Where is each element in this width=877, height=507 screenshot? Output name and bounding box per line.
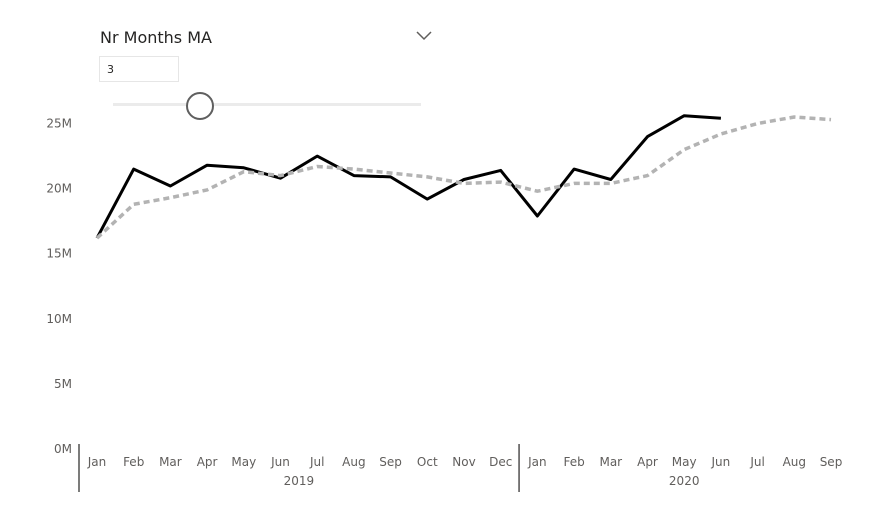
x-tick-label: Nov <box>452 455 475 469</box>
year-label: 2019 <box>284 474 315 488</box>
nr-months-ma-slicer: Nr Months MA 3 <box>99 22 439 122</box>
x-tick-label: Aug <box>783 455 806 469</box>
slicer-title: Nr Months MA <box>100 28 212 47</box>
x-tick-label: Apr <box>637 455 658 469</box>
x-tick-label: Jul <box>749 455 764 469</box>
x-tick-label: Oct <box>417 455 438 469</box>
y-tick-label: 5M <box>54 377 72 391</box>
x-tick-label: Aug <box>342 455 365 469</box>
chevron-down-icon[interactable] <box>415 28 433 42</box>
y-tick-label: 15M <box>46 247 72 261</box>
y-tick-label: 10M <box>46 312 72 326</box>
x-tick-label: Jan <box>87 455 107 469</box>
x-tick-label: May <box>231 455 256 469</box>
x-tick-label: May <box>672 455 697 469</box>
x-tick-label: Sep <box>820 455 843 469</box>
x-tick-label: Sep <box>379 455 402 469</box>
slider-track[interactable] <box>113 103 421 106</box>
x-tick-label: Feb <box>563 455 584 469</box>
year-label: 2020 <box>669 474 700 488</box>
x-tick-label: Apr <box>197 455 218 469</box>
slider-thumb[interactable] <box>186 92 214 120</box>
x-tick-label: Feb <box>123 455 144 469</box>
x-tick-label: Mar <box>599 455 622 469</box>
x-tick-label: Jun <box>270 455 290 469</box>
y-tick-label: 0M <box>54 442 72 456</box>
x-tick-label: Dec <box>489 455 512 469</box>
y-tick-label: 20M <box>46 182 72 196</box>
moving-average-series-line <box>95 115 832 240</box>
x-tick-label: Jun <box>711 455 731 469</box>
x-tick-label: Jul <box>309 455 324 469</box>
slicer-value-input[interactable]: 3 <box>99 56 179 82</box>
x-tick-label: Mar <box>159 455 182 469</box>
x-tick-label: Jan <box>527 455 547 469</box>
y-tick-label: 25M <box>46 117 72 131</box>
actual-series-line <box>95 114 722 239</box>
